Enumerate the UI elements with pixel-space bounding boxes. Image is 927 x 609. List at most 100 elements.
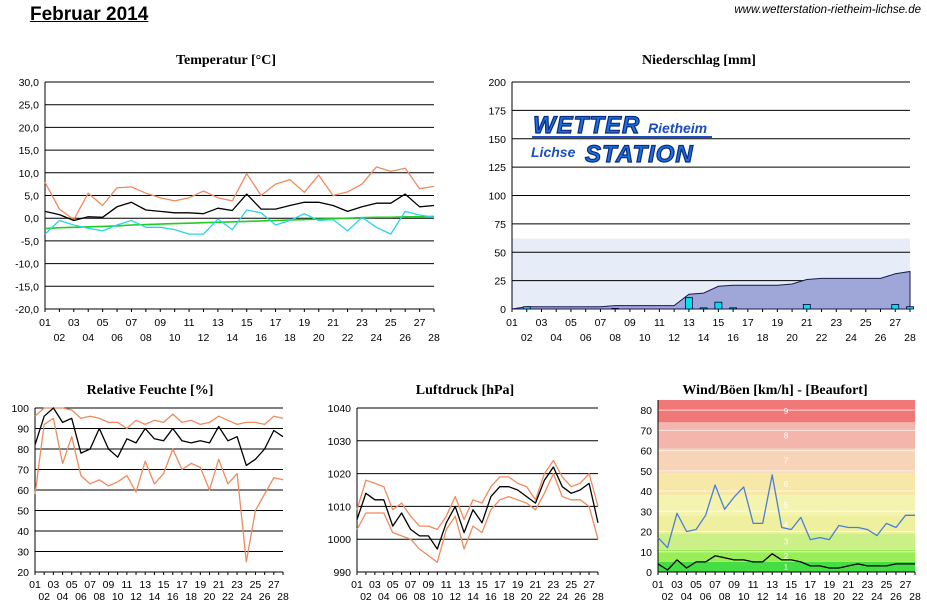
temperature-y-tick-label: -5,0 bbox=[21, 236, 39, 248]
humidity-x-tick-label: 10 bbox=[112, 591, 124, 603]
humidity-x-tick-label: 05 bbox=[66, 579, 78, 591]
daily-precipitation-bar bbox=[714, 301, 723, 310]
min-temperature-line bbox=[44, 209, 435, 235]
wind-x-tick-label: 17 bbox=[804, 579, 816, 591]
pressure-x-tick-label: 03 bbox=[369, 579, 381, 591]
wind-x-tick-label: 25 bbox=[881, 579, 893, 591]
humidity-x-tick-label: 18 bbox=[185, 591, 197, 603]
temperature-x-tick-label: 17 bbox=[270, 317, 282, 329]
temperature-x-tick-label: 04 bbox=[82, 332, 94, 344]
beaufort-label: 7 bbox=[784, 457, 789, 466]
precipitation-x-tick-label: 22 bbox=[816, 332, 828, 344]
mean-humidity-line bbox=[34, 407, 284, 467]
daily-precipitation-bar bbox=[891, 304, 900, 310]
temperature-x-tick-label: 28 bbox=[428, 332, 440, 344]
pressure-y-tick-label: 1030 bbox=[328, 436, 352, 448]
mean-temperature-line bbox=[44, 193, 435, 222]
humidity-x-tick-label: 15 bbox=[158, 579, 170, 591]
wind-x-tick-label: 12 bbox=[757, 591, 769, 603]
temperature-x-tick-label: 24 bbox=[371, 332, 383, 344]
beaufort-label: 9 bbox=[784, 407, 789, 416]
humidity-x-tick-label: 28 bbox=[277, 591, 289, 603]
temperature-y-tick-label: 0,0 bbox=[24, 213, 39, 225]
temperature-y-tick-label: 30,0 bbox=[19, 77, 40, 89]
precipitation-x-tick-label: 15 bbox=[713, 317, 725, 329]
temperature-x-tick-label: 03 bbox=[68, 317, 80, 329]
beaufort-band bbox=[658, 472, 915, 496]
beaufort-label: 1 bbox=[784, 563, 789, 572]
beaufort-label: 3 bbox=[784, 538, 789, 547]
pressure-x-tick-label: 21 bbox=[530, 579, 542, 591]
humidity-x-tick-label: 24 bbox=[240, 591, 252, 603]
temperature-chart: Temperatur [°C] 30,0 25,0 20,0 15,0 10,0 5,0 0,… bbox=[15, 53, 440, 344]
beaufort-label: 2 bbox=[784, 552, 789, 561]
max-temperature-line bbox=[44, 166, 435, 221]
pressure-x-tick-label: 10 bbox=[431, 591, 443, 603]
precipitation-y-tick-label: 200 bbox=[488, 77, 506, 89]
beaufort-label: 5 bbox=[784, 501, 789, 510]
wind-x-tick-label: 05 bbox=[690, 579, 702, 591]
pressure-y-tick-label: 1020 bbox=[328, 469, 352, 481]
beaufort-band bbox=[658, 422, 915, 449]
beaufort-label: 4 bbox=[784, 520, 789, 529]
temperature-title: Temperatur [°C] bbox=[176, 53, 276, 68]
precipitation-x-tick-label: 04 bbox=[550, 332, 562, 344]
wind-chart: Wind/Böen [km/h] - [Beaufort]80706050403… bbox=[640, 383, 921, 603]
precipitation-x-tick-label: 28 bbox=[904, 332, 916, 344]
pressure-x-tick-label: 14 bbox=[467, 591, 479, 603]
humidity-x-tick-label: 21 bbox=[213, 579, 225, 591]
wind-x-tick-label: 16 bbox=[795, 591, 807, 603]
humidity-x-tick-label: 20 bbox=[204, 591, 216, 603]
humidity-x-tick-label: 04 bbox=[57, 591, 69, 603]
pressure-x-tick-label: 07 bbox=[405, 579, 417, 591]
pressure-x-tick-label: 22 bbox=[539, 591, 551, 603]
daily-precipitation-bar bbox=[522, 306, 531, 310]
precipitation-x-tick-label: 09 bbox=[624, 317, 636, 329]
wind-x-tick-label: 19 bbox=[823, 579, 835, 591]
humidity-y-tick-label: 100 bbox=[11, 403, 29, 415]
humidity-x-tick-label: 25 bbox=[250, 579, 262, 591]
temperature-y-tick-label: -20,0 bbox=[15, 304, 39, 316]
precipitation-x-tick-label: 26 bbox=[875, 332, 887, 344]
temperature-x-tick-label: 09 bbox=[154, 317, 166, 329]
precipitation-x-tick-label: 14 bbox=[698, 332, 710, 344]
precipitation-x-tick-label: 25 bbox=[860, 317, 872, 329]
temperature-y-tick-label: 25,0 bbox=[19, 100, 40, 112]
wind-x-tick-label: 09 bbox=[728, 579, 740, 591]
temperature-y-tick-label: 10,0 bbox=[19, 168, 40, 180]
wind-y-tick-label: 80 bbox=[640, 405, 652, 417]
humidity-x-tick-label: 16 bbox=[167, 591, 179, 603]
wind-x-tick-label: 11 bbox=[748, 579, 759, 591]
temperature-x-tick-label: 23 bbox=[356, 317, 368, 329]
precipitation-x-tick-label: 27 bbox=[889, 317, 901, 329]
pressure-x-tick-label: 08 bbox=[414, 591, 426, 603]
temperature-y-tick-label: 20,0 bbox=[19, 122, 40, 134]
wind-x-tick-label: 22 bbox=[852, 591, 864, 603]
humidity-y-tick-label: 30 bbox=[17, 547, 29, 559]
beaufort-band bbox=[658, 400, 915, 423]
temperature-x-tick-label: 27 bbox=[414, 317, 426, 329]
wind-x-tick-label: 02 bbox=[662, 591, 674, 603]
logo-text-rietheim: Rietheim bbox=[648, 120, 707, 136]
pressure-x-tick-label: 05 bbox=[387, 579, 399, 591]
wind-x-tick-label: 24 bbox=[871, 591, 883, 603]
temperature-y-tick-label: -10,0 bbox=[15, 259, 39, 271]
humidity-x-tick-label: 17 bbox=[176, 579, 188, 591]
temperature-y-tick-label: 5,0 bbox=[24, 191, 39, 203]
humidity-y-tick-label: 90 bbox=[17, 424, 29, 436]
humidity-x-tick-label: 02 bbox=[38, 591, 50, 603]
wind-x-tick-label: 23 bbox=[862, 579, 874, 591]
wind-y-tick-label: 30 bbox=[640, 506, 652, 518]
wind-y-tick-label: 70 bbox=[640, 425, 652, 437]
temperature-x-tick-label: 22 bbox=[342, 332, 354, 344]
pressure-x-tick-label: 02 bbox=[360, 591, 372, 603]
temperature-x-tick-label: 06 bbox=[111, 332, 123, 344]
humidity-x-tick-label: 23 bbox=[231, 579, 243, 591]
website-url[interactable]: www.wetterstation-rietheim-lichse.de bbox=[734, 4, 921, 16]
humidity-x-tick-label: 08 bbox=[93, 591, 105, 603]
wind-x-tick-label: 28 bbox=[909, 591, 921, 603]
gust-line bbox=[657, 474, 915, 549]
humidity-x-tick-label: 12 bbox=[130, 591, 142, 603]
humidity-x-tick-label: 01 bbox=[29, 579, 41, 591]
humidity-x-tick-label: 07 bbox=[84, 579, 96, 591]
